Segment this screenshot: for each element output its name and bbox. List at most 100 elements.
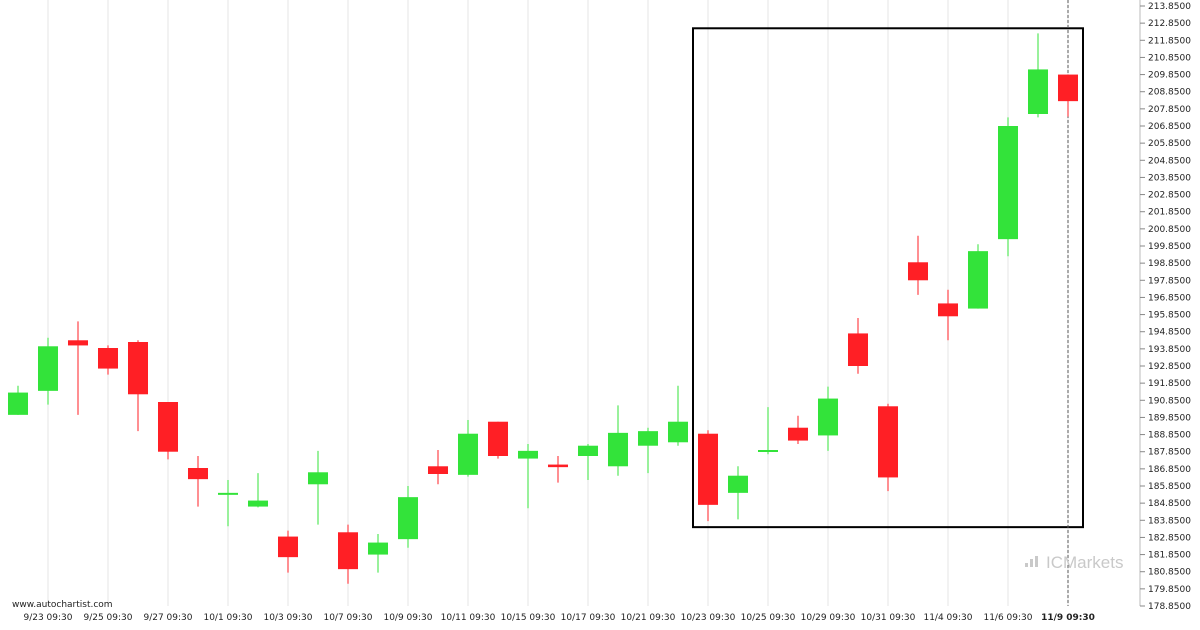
candle-up [608, 405, 628, 476]
candle-up [818, 386, 838, 451]
y-tick-label: 198.8500 [1148, 259, 1191, 269]
x-tick-label: 10/17 09:30 [561, 613, 616, 623]
candle-body [1028, 69, 1048, 114]
candle-body [458, 433, 478, 475]
y-tick-label: 182.8500 [1148, 533, 1191, 543]
y-tick-label: 187.8500 [1148, 448, 1191, 458]
candle-down [128, 340, 148, 432]
candle-up [8, 385, 28, 415]
y-tick-label: 189.8500 [1148, 413, 1191, 423]
candle-body [668, 421, 688, 443]
candle-down [1058, 74, 1078, 117]
candle-body [998, 126, 1018, 240]
logo-bar [1035, 556, 1038, 567]
y-tick-label: 212.8500 [1148, 19, 1191, 29]
x-tick-label: 9/23 09:30 [23, 613, 72, 623]
x-tick-label: 10/15 09:30 [501, 613, 556, 623]
y-axis: 213.8500 212.8500 211.8500 210.8500 209.8500… [1139, 0, 1191, 612]
candle-down [158, 402, 178, 460]
candle-up [308, 450, 328, 525]
candle-up [368, 534, 388, 573]
candle-body [758, 450, 778, 452]
candle-down [428, 450, 448, 485]
candle-up [668, 385, 688, 446]
x-tick-label: 10/25 09:30 [741, 613, 796, 623]
candle-body [308, 472, 328, 485]
candle-up [998, 117, 1018, 257]
y-tick-label: 184.8500 [1148, 499, 1191, 509]
x-axis: 9/23 09:30 9/25 09:30 9/27 09:30 10/1 09:30… [23, 613, 1094, 623]
y-tick-label: 185.8500 [1148, 482, 1191, 492]
candle-body [638, 431, 658, 446]
candle-body [518, 450, 538, 459]
candle-body [368, 542, 388, 555]
candles [8, 33, 1078, 584]
grid-lines [47, 0, 1069, 606]
candle-down [188, 456, 208, 507]
candle-up [458, 420, 478, 477]
candle-body [878, 406, 898, 478]
y-tick-label: 193.8500 [1148, 345, 1191, 355]
x-tick-label: 11/4 09:30 [923, 613, 972, 623]
y-tick-label: 199.8500 [1148, 242, 1191, 252]
candle-body [908, 262, 928, 281]
candle-up [638, 427, 658, 474]
candle-up [398, 486, 418, 548]
y-tick-label: 205.8500 [1148, 139, 1191, 149]
candle-body [8, 392, 28, 415]
candle-body [698, 433, 718, 505]
y-tick-label: 197.8500 [1148, 276, 1191, 286]
x-tick-label: 10/1 09:30 [203, 613, 252, 623]
y-tick-label: 201.8500 [1148, 208, 1191, 218]
x-tick-label: 11/9 09:30 [1041, 613, 1095, 623]
candle-up [518, 444, 538, 509]
candle-down [488, 421, 508, 459]
y-tick-label: 209.8500 [1148, 71, 1191, 81]
candle-body [278, 536, 298, 558]
x-tick-label: 10/21 09:30 [621, 613, 676, 623]
y-tick-label: 203.8500 [1148, 173, 1191, 183]
candle-up [38, 337, 58, 405]
candle-up [578, 444, 598, 480]
candle-body [158, 402, 178, 452]
candle-up [968, 244, 988, 309]
x-tick-label: 11/6 09:30 [983, 613, 1032, 623]
y-tick-label: 178.8500 [1148, 602, 1191, 612]
y-tick-label: 186.8500 [1148, 465, 1191, 475]
candle-down [908, 235, 928, 295]
candle-body [548, 464, 568, 468]
candle-down [878, 403, 898, 492]
candle-down [548, 456, 568, 483]
candle-up [248, 473, 268, 508]
candle-down [788, 415, 808, 444]
candle-down [698, 430, 718, 522]
candle-down [848, 318, 868, 374]
highlight-rectangle [692, 27, 1084, 529]
y-tick-label: 192.8500 [1148, 362, 1191, 372]
y-tick-label: 190.8500 [1148, 396, 1191, 406]
x-tick-label: 9/25 09:30 [83, 613, 132, 623]
x-tick-label: 10/9 09:30 [383, 613, 432, 623]
y-tick-label: 194.8500 [1148, 328, 1191, 338]
y-tick-label: 195.8500 [1148, 311, 1191, 321]
candle-up [758, 407, 778, 455]
y-tick-label: 206.8500 [1148, 122, 1191, 132]
y-tick-label: 204.8500 [1148, 156, 1191, 166]
x-tick-label: 10/23 09:30 [681, 613, 736, 623]
y-tick-label: 200.8500 [1148, 225, 1191, 235]
watermark-icmarkets: ICMarkets [1046, 553, 1123, 572]
x-tick-label: 10/3 09:30 [263, 613, 312, 623]
candle-body [338, 532, 358, 570]
y-tick-label: 210.8500 [1148, 53, 1191, 63]
y-tick-label: 181.8500 [1148, 551, 1191, 561]
x-tick-label: 10/29 09:30 [801, 613, 856, 623]
candle-body [68, 340, 88, 346]
logo-bar [1030, 559, 1033, 567]
candle-body [938, 303, 958, 317]
x-tick-label: 10/7 09:30 [323, 613, 372, 623]
candle-body [608, 432, 628, 467]
candle-body [818, 398, 838, 436]
candle-body [188, 468, 208, 480]
candle-up [1028, 33, 1048, 118]
